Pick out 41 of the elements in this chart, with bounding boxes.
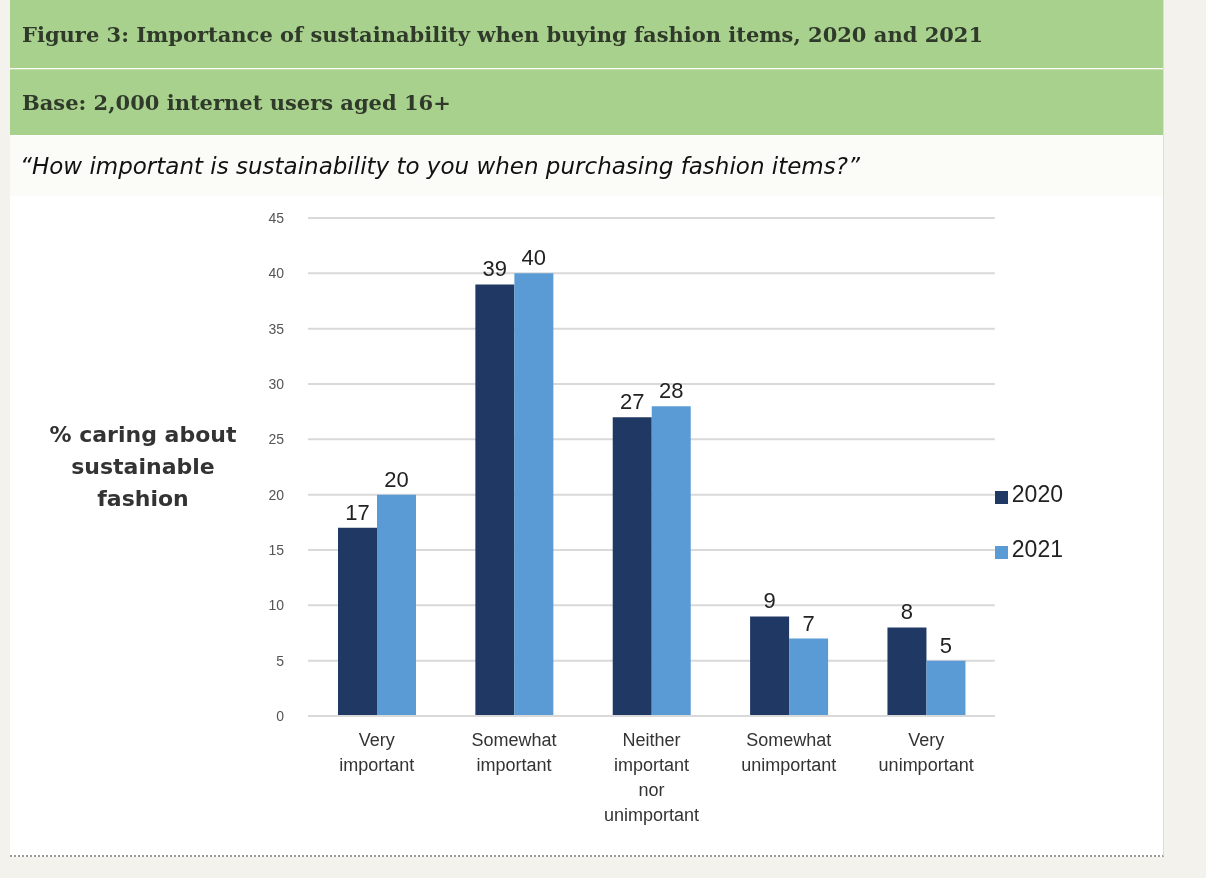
y-tick-label: 30 (268, 375, 285, 392)
data-label: 7 (802, 610, 815, 636)
legend-label: 2020 (1011, 480, 1063, 507)
data-label: 28 (658, 378, 684, 404)
bar (750, 616, 790, 716)
y-tick-label: 10 (268, 597, 285, 614)
bar (377, 494, 416, 716)
bar (475, 284, 515, 716)
chart-title: Figure 3: Importance of sustainability when buying fashion items, 2020 and 2021 (22, 21, 984, 47)
text: “How important is sustainability to you when purchasing fashion items?” (20, 153, 860, 179)
x-tick-label: Very unimportant (878, 730, 974, 775)
y-tick-label: 15 (268, 541, 285, 558)
data-label: 9 (763, 588, 776, 614)
x-tick-label: Somewhat important (471, 730, 557, 775)
bar (612, 417, 652, 716)
y-tick-label: 20 (268, 486, 285, 503)
y-tick-label: 25 (268, 431, 285, 448)
x-tick-label: Somewhat unimportant (741, 730, 837, 775)
y-tick-label: 5 (276, 652, 285, 669)
bar (338, 527, 377, 716)
bar (789, 638, 829, 716)
y-tick-label: 0 (276, 707, 285, 724)
data-label: 27 (619, 389, 645, 415)
data-label: 5 (939, 632, 953, 658)
data-label: 39 (482, 256, 508, 282)
data-label: 17 (345, 499, 370, 525)
x-tick-label: Very important (339, 730, 415, 775)
bar (651, 406, 691, 716)
data-label: 8 (900, 599, 914, 625)
chart-subtitle: Base: 2,000 internet users aged 16+ (22, 90, 451, 115)
data-label: 40 (521, 245, 547, 271)
x-tick-label: Neither important nor unimportant (603, 730, 699, 825)
y-tick-label: 40 (268, 265, 285, 282)
y-axis-title: % caring about sustainable fashion (49, 422, 237, 511)
legend-label: 2021 (1011, 535, 1063, 562)
y-tick-label: 45 (268, 209, 285, 226)
bar (926, 660, 966, 716)
y-tick-label: 35 (268, 320, 285, 337)
bar (887, 627, 927, 716)
bar (514, 273, 554, 716)
data-label: 20 (384, 466, 409, 492)
